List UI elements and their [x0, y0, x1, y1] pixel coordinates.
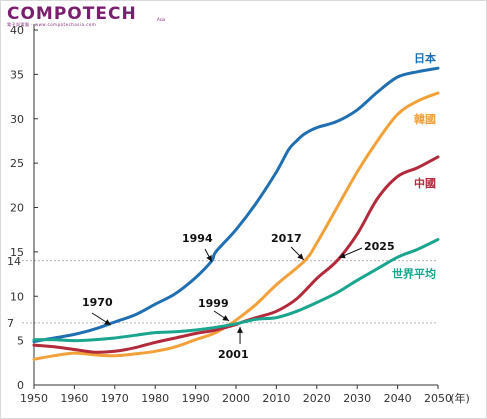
y-tick-label: 20: [10, 202, 24, 215]
logo-site: Asia: [157, 17, 166, 22]
x-tick-label: 2050: [424, 392, 452, 405]
series-label: 韓國: [414, 112, 436, 126]
logo-subtitle: 電子與電腦 · www.compotechasia.com: [7, 22, 97, 27]
x-tick-label: 2000: [222, 392, 250, 405]
x-tick-label: 1950: [20, 392, 48, 405]
annotation-label: 2025: [364, 240, 395, 253]
x-axis-unit: (年): [450, 391, 470, 405]
y-tick-label: 5: [17, 335, 24, 348]
annotation-arrowhead: [206, 255, 212, 262]
series-label: 中國: [414, 176, 436, 190]
annotation-arrowhead: [237, 326, 243, 333]
y-tick-label: 25: [10, 157, 24, 170]
x-tick-label: 2030: [343, 392, 371, 405]
annotation-arrowhead: [297, 253, 304, 260]
y-tick-label: 0: [17, 379, 24, 392]
annotation-arrowhead: [222, 315, 229, 321]
annotation-label: 1994: [182, 232, 213, 245]
series-line: [32, 238, 440, 343]
series-line: [32, 91, 440, 361]
annotation-layer: 1970 1994 1999 2001 2017 2025: [82, 232, 395, 361]
y-tick-label: 35: [10, 68, 24, 81]
compotech-logo: COMPOTECH 電子與電腦 · www.compotechasia.com: [7, 5, 137, 28]
x-tick-label: 2040: [384, 392, 412, 405]
x-tick-label: 1990: [182, 392, 210, 405]
annotation-label: 2017: [271, 232, 302, 245]
annotation-label: 1999: [198, 297, 229, 310]
x-tick-label: 2020: [303, 392, 331, 405]
y-tick-label: 10: [10, 290, 24, 303]
annotation-arrowhead: [104, 319, 111, 325]
x-tick-label: 1960: [60, 392, 88, 405]
x-tick-label: 1980: [141, 392, 169, 405]
series-line: [32, 66, 440, 343]
series-layer: [32, 66, 440, 361]
logo-title: COMPOTECH: [7, 4, 137, 24]
y-tick-label-extra: 7: [7, 317, 14, 330]
annotation-label: 1970: [82, 296, 113, 309]
annotation-label: 2001: [218, 348, 249, 361]
y-tick-label: 15: [10, 246, 24, 259]
series-label: 日本: [414, 51, 436, 65]
y-tick-label: 40: [10, 24, 24, 37]
y-tick-label: 30: [10, 113, 24, 126]
annotation-arrowhead: [339, 252, 346, 259]
x-tick-label: 1970: [101, 392, 129, 405]
series-label: 世界平均: [392, 266, 436, 280]
x-tick-label: 2010: [262, 392, 290, 405]
y-tick-label-extra: 14: [7, 255, 21, 268]
